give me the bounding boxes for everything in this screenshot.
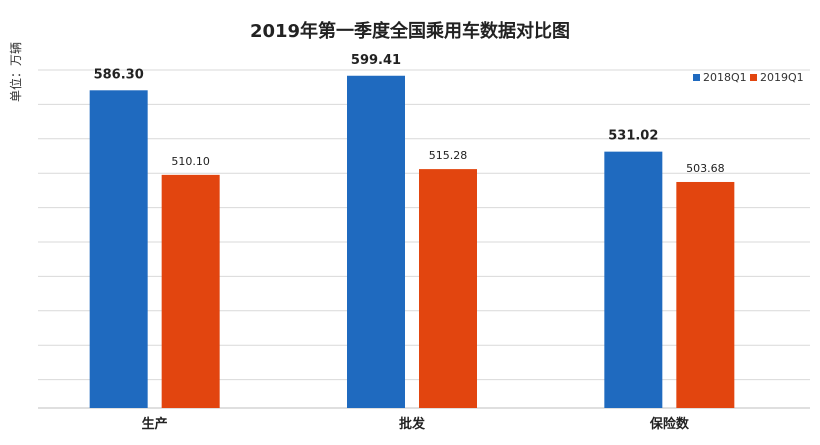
category-label: 生产 — [142, 416, 168, 432]
bar-2019Q1-1 — [419, 169, 477, 408]
bar-2018Q1-2 — [604, 151, 663, 408]
data-label: 531.02 — [608, 129, 658, 144]
category-label: 批发 — [399, 416, 426, 432]
legend-swatch — [693, 74, 700, 81]
bar-2018Q1-0 — [89, 90, 148, 409]
data-label: 586.30 — [94, 67, 144, 82]
unit-label: 单位：万辆 — [8, 42, 23, 102]
legend-swatch — [750, 74, 757, 81]
bar-2019Q1-2 — [676, 181, 735, 408]
category-labels: 生产 批发 保险数 — [142, 416, 690, 432]
chart-title: 2019年第一季度全国乘用车数据对比图 — [250, 20, 570, 42]
bars — [89, 75, 735, 409]
legend: 2018Q1 2019Q1 — [693, 71, 804, 84]
data-label: 503.68 — [686, 162, 725, 175]
data-label: 510.10 — [171, 155, 210, 168]
data-label: 599.41 — [351, 53, 401, 68]
legend-label: 2018Q1 — [703, 71, 747, 84]
bar-2019Q1-0 — [161, 174, 220, 408]
category-label: 保险数 — [649, 416, 690, 432]
data-label: 515.28 — [429, 149, 468, 162]
legend-label: 2019Q1 — [760, 71, 804, 84]
data-labels: 586.30 510.10 599.41 515.28 531.02 503.68 — [94, 53, 725, 175]
bar-2018Q1-1 — [347, 75, 405, 409]
